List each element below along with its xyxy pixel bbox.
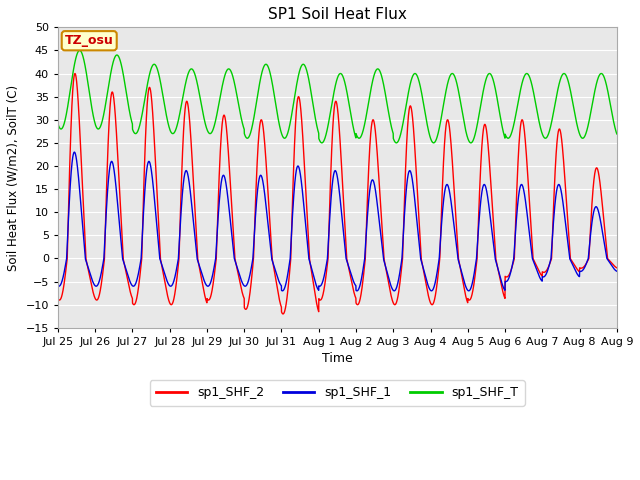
sp1_SHF_T	[596, 72, 604, 77]
Line: sp1_SHF_1: sp1_SHF_1	[58, 152, 617, 291]
sp1_SHF_1	[613, 268, 621, 274]
Y-axis label: Soil Heat Flux (W/m2), SoilT (C): Soil Heat Flux (W/m2), SoilT (C)	[7, 84, 20, 271]
sp1_SHF_2	[320, 288, 328, 294]
sp1_SHF_T	[613, 131, 621, 137]
Line: sp1_SHF_T: sp1_SHF_T	[58, 50, 617, 143]
sp1_SHF_T	[294, 78, 301, 84]
sp1_SHF_T	[320, 138, 328, 144]
sp1_SHF_2	[294, 97, 301, 103]
sp1_SHF_2	[71, 71, 79, 76]
Title: SP1 Soil Heat Flux: SP1 Soil Heat Flux	[268, 7, 407, 22]
sp1_SHF_T	[76, 48, 84, 53]
Line: sp1_SHF_2: sp1_SHF_2	[58, 73, 617, 314]
sp1_SHF_2	[613, 265, 621, 271]
sp1_SHF_1	[568, 261, 576, 266]
sp1_SHF_2	[460, 286, 468, 292]
sp1_SHF_T	[568, 96, 576, 102]
sp1_SHF_2	[289, 183, 297, 189]
Legend: sp1_SHF_2, sp1_SHF_1, sp1_SHF_T: sp1_SHF_2, sp1_SHF_1, sp1_SHF_T	[150, 380, 525, 406]
sp1_SHF_2	[568, 259, 576, 264]
sp1_SHF_T	[467, 140, 475, 146]
sp1_SHF_2	[279, 311, 287, 317]
X-axis label: Time: Time	[322, 352, 353, 365]
sp1_SHF_1	[320, 275, 328, 281]
sp1_SHF_T	[289, 105, 297, 110]
sp1_SHF_1	[596, 215, 604, 221]
sp1_SHF_2	[596, 180, 604, 185]
Text: TZ_osu: TZ_osu	[65, 34, 113, 47]
sp1_SHF_1	[278, 288, 286, 294]
sp1_SHF_T	[460, 120, 468, 125]
sp1_SHF_1	[54, 283, 61, 288]
sp1_SHF_1	[294, 164, 301, 169]
sp1_SHF_1	[460, 279, 468, 285]
sp1_SHF_1	[289, 204, 297, 210]
sp1_SHF_1	[70, 149, 78, 155]
sp1_SHF_2	[54, 296, 61, 301]
sp1_SHF_T	[54, 121, 61, 127]
